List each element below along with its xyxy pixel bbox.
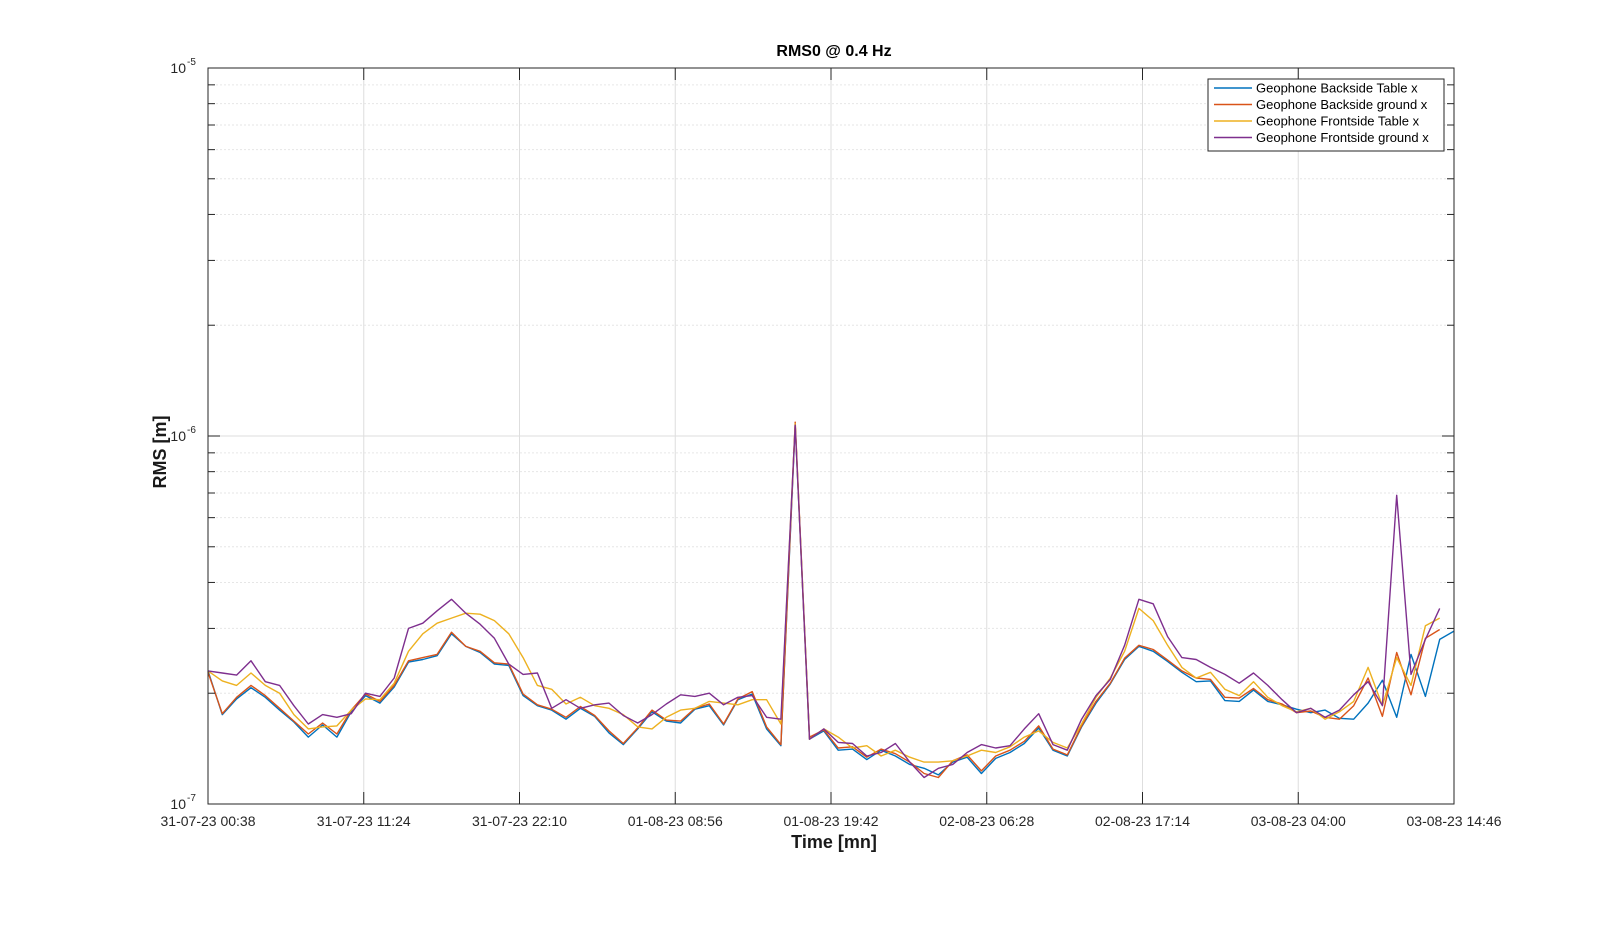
series-line-2 [207, 421, 1441, 779]
x-tick-label: 31-07-23 00:38 [161, 813, 256, 829]
legend-entry-1: Geophone Backside Table x [1256, 81, 1418, 96]
y-axis-ticks: 10-710-610-5 [170, 57, 1454, 812]
x-axis-ticks: 31-07-23 00:38 31-07-23 11:24 31-07-23 22:… [161, 68, 1502, 829]
x-tick-label: 31-07-23 22:10 [472, 813, 567, 829]
x-tick-label: 02-08-23 06:28 [939, 813, 1034, 829]
x-tick-label: 01-08-23 08:56 [628, 813, 723, 829]
series-line-4 [207, 424, 1441, 779]
y-tick-exponent: -5 [187, 57, 196, 68]
x-tick-label: 03-08-23 04:00 [1251, 813, 1346, 829]
chart-title: RMS0 @ 0.4 Hz [776, 43, 891, 60]
x-tick-label: 31-07-23 11:24 [317, 813, 411, 829]
x-axis-label: Time [mn] [791, 832, 877, 852]
legend-entry-4: Geophone Frontside ground x [1256, 130, 1429, 145]
y-tick-label: 10 [170, 796, 186, 812]
legend-entry-3: Geophone Frontside Table x [1256, 114, 1420, 129]
y-axis-label: RMS [m] [150, 416, 170, 489]
y-tick-label: 10 [170, 60, 186, 76]
x-tick-label: 02-08-23 17:14 [1095, 813, 1190, 829]
grid-lines [208, 68, 1454, 804]
y-tick-exponent: -6 [187, 425, 196, 436]
x-tick-label: 03-08-23 14:46 [1407, 813, 1502, 829]
series-lines [207, 421, 1455, 779]
x-tick-label: 01-08-23 19:42 [784, 813, 879, 829]
legend-entry-2: Geophone Backside ground x [1256, 97, 1428, 112]
legend-box [1207, 78, 1445, 152]
y-tick-exponent: -7 [187, 793, 196, 804]
y-tick-label: 10 [170, 428, 186, 444]
series-line-1 [207, 424, 1455, 776]
